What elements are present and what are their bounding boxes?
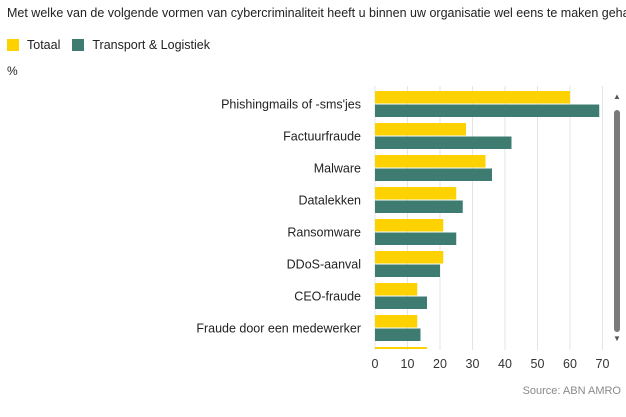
bar-totaal [375,219,444,232]
category-label: Fraude door een medewerker [196,322,361,336]
bar-totaal [375,155,486,168]
bar-transport [375,264,440,277]
scroll-down-icon[interactable]: ▼ [613,334,621,343]
x-tick-label: 30 [466,357,480,371]
category-label: DDoS-aanval [287,258,361,272]
plot-area: Phishingmails of -sms'jes Factuurfraude Ma… [0,91,600,368]
legend-swatch-transport [72,39,85,51]
bar-totaal [375,251,444,264]
category-label: Malware [314,162,361,176]
bar-totaal [375,123,466,136]
legend-label-transport: Transport & Logistiek [92,38,211,52]
x-tick-label: 10 [401,357,415,371]
legend-item-totaal[interactable]: Totaal [7,38,60,52]
scroll-thumb[interactable] [614,110,620,332]
chart-scrollbar[interactable]: ▲ ▼ [612,92,622,344]
category-label: Ik heb geen ervaring met cybercriminalit… [0,354,361,368]
bar-totaal [375,315,418,328]
bar-totaal [375,283,418,296]
legend: Totaal Transport & Logistiek [7,38,222,52]
legend-item-transport[interactable]: Transport & Logistiek [72,38,210,52]
bar-totaal [375,91,570,104]
x-tick-label: 20 [433,357,447,371]
scroll-up-icon[interactable]: ▲ [613,92,621,101]
bar-transport [375,168,492,181]
bar-totaal [375,347,427,349]
category-label: Ransomware [287,226,361,240]
bar-totaal [375,187,457,200]
x-tick-label: 40 [498,357,512,371]
x-tick-label: 60 [563,357,577,371]
bar-transport [375,200,463,213]
category-label: Factuurfraude [283,130,361,144]
x-tick-label: 50 [531,357,545,371]
x-tick-label: 70 [596,357,610,371]
unit-label: % [7,64,18,78]
category-label: CEO-fraude [294,290,361,304]
legend-swatch-totaal [7,39,19,51]
category-label: Phishingmails of -sms'jes [221,98,361,112]
x-tick-label: 0 [372,357,379,371]
source-credit: Source: ABN AMRO [522,385,621,397]
bar-transport [375,136,512,149]
bar-transport [375,104,600,117]
bar-transport [375,328,421,341]
chart-title: Met welke van de volgende vormen van cyb… [7,6,626,20]
bar-transport [375,232,457,245]
legend-label-totaal: Totaal [27,38,61,52]
category-label: Datalekken [298,194,361,208]
bar-transport [375,296,427,309]
